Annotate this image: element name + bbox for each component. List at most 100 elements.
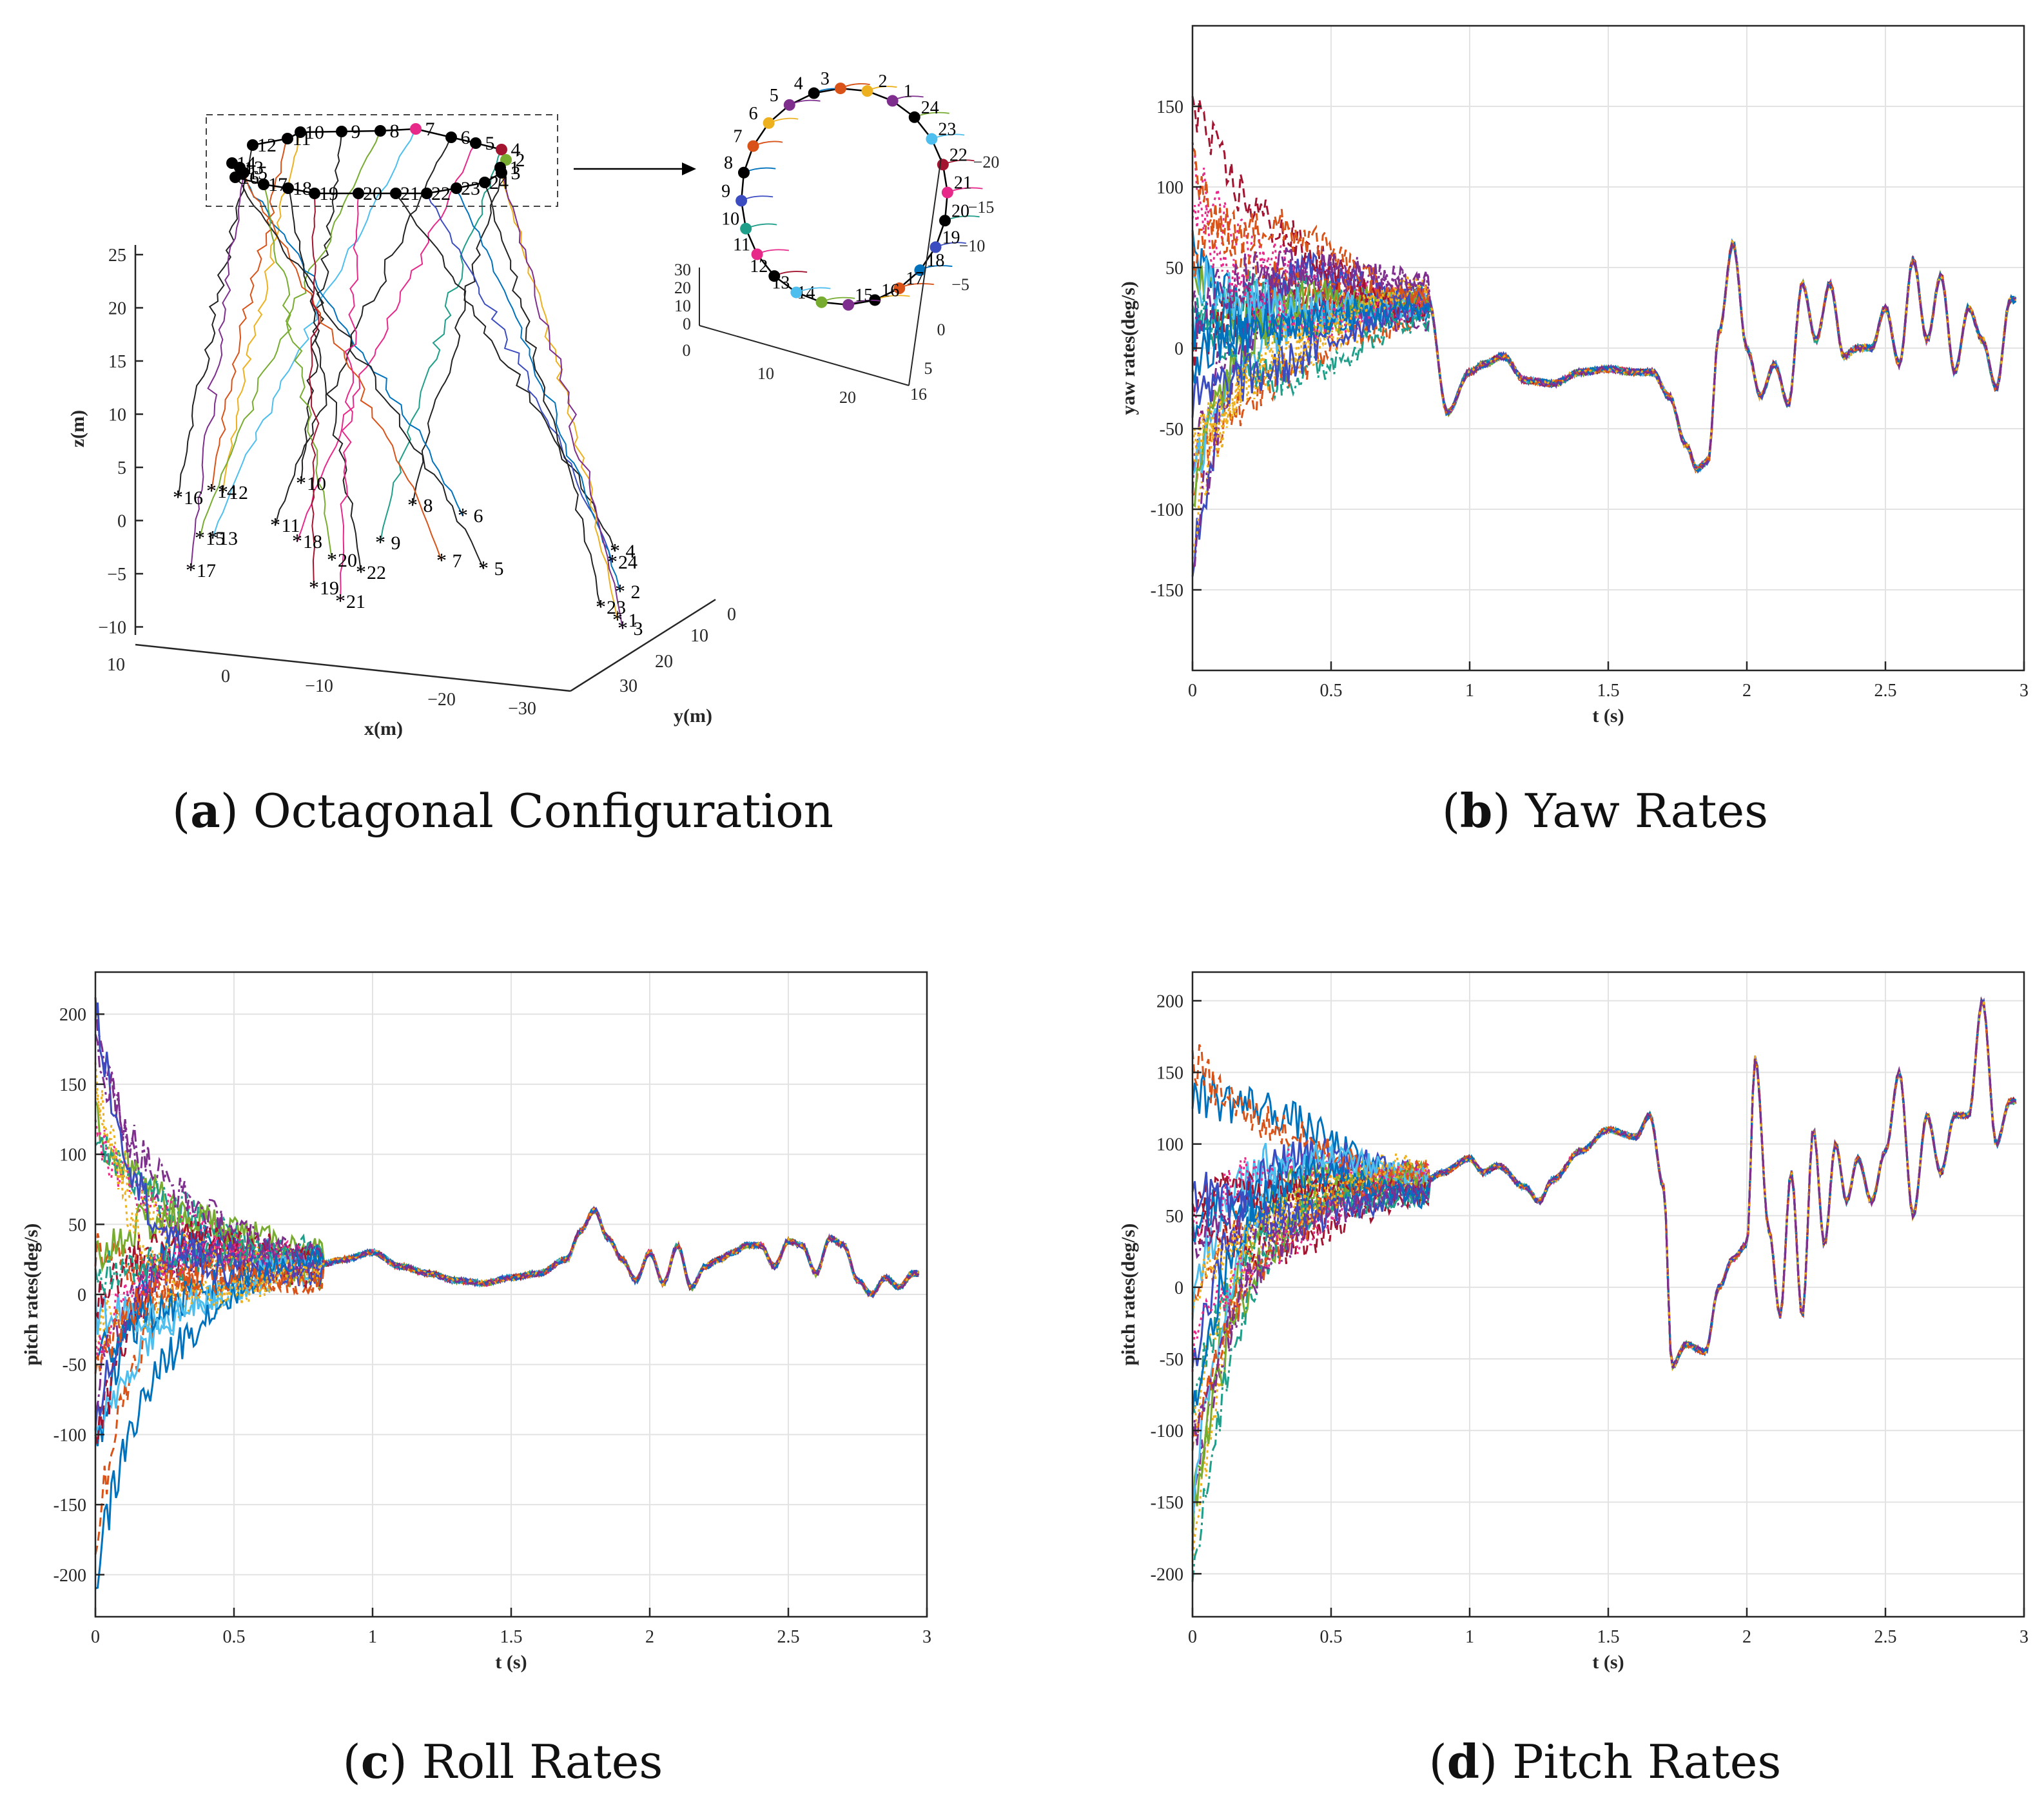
- start-marker: *: [607, 550, 618, 573]
- inset-y-tick-label: −15: [968, 198, 995, 217]
- inset-marker: [751, 248, 763, 260]
- yaw-plot: 0 0.5 1 1.5 2 2.5 3 150 100 50 0 -50 -100 -150 t (s) ya…: [1118, 24, 2029, 727]
- inset-z-tick-label: 0: [683, 315, 691, 333]
- inset-marker: [737, 166, 750, 179]
- roll-series-line-8: [94, 1119, 920, 1296]
- trajectory-lines: [177, 127, 623, 629]
- y-tick-label: 0: [727, 605, 736, 625]
- start-marker: *: [618, 616, 628, 639]
- yaw-xtick-label: 1.5: [1597, 681, 1620, 701]
- y-axis-line: [570, 598, 716, 692]
- start-marker: *: [218, 480, 228, 503]
- pitch-xtick-label: 3: [2020, 1627, 2029, 1647]
- start-label: 3: [634, 618, 643, 639]
- start-marker: *: [292, 529, 302, 552]
- yaw-ytick-label: 50: [1165, 258, 1183, 278]
- pitch-ytick-label: 100: [1156, 1135, 1183, 1155]
- formation-end-marker: [421, 188, 433, 199]
- start-label: 2: [631, 581, 641, 603]
- start-label: 17: [197, 560, 216, 581]
- inset-label: 7: [733, 127, 742, 147]
- roll-series-line-23: [94, 1084, 919, 1309]
- yaw-ytick-label: -100: [1151, 500, 1183, 520]
- zoom-region-box: [206, 114, 558, 207]
- formation-end-label: 7: [425, 119, 435, 140]
- formation-end-marker: [282, 182, 294, 194]
- yaw-xtick-label: 1: [1465, 681, 1474, 701]
- pitch-series-line-11: [1191, 1000, 2017, 1369]
- inset-label: 2: [878, 72, 887, 92]
- z-tick-label: 0: [117, 512, 126, 532]
- inset-label: 5: [770, 86, 779, 106]
- start-label: 4: [626, 541, 636, 562]
- roll-ytick-label: -200: [54, 1566, 86, 1586]
- trajectory-line-23: [501, 171, 618, 621]
- inset-y-tick-label: 5: [924, 359, 933, 378]
- formation-end-marker: [390, 188, 402, 199]
- caption-b-letter: b: [1460, 783, 1493, 838]
- trajectory-line-6: [212, 127, 416, 539]
- caption-d-letter: d: [1446, 1734, 1480, 1789]
- z-tick-label: −10: [98, 618, 126, 638]
- y-tick-label: 30: [619, 676, 638, 696]
- inset-y-tick-label: −5: [951, 275, 969, 294]
- inset-3d-view: 4 3 2 1242322212019181716151413121110987653…: [674, 69, 999, 407]
- formation-end-marker: [247, 139, 258, 151]
- pitch-series-line-5: [1191, 1000, 2016, 1533]
- caption-c-text: Roll Rates: [422, 1735, 663, 1789]
- y-tick-label: 10: [690, 626, 708, 646]
- inset-marker: [834, 83, 846, 95]
- roll-series-group: [94, 997, 920, 1590]
- panel-d-pitch-rates: 0 0.5 1 1.5 2 2.5 3 200 150 100 50 0 -50 -100 -150 -200…: [1083, 954, 2044, 1715]
- start-label: 8: [423, 495, 433, 516]
- pitch-series-line-4: [1191, 997, 2016, 1551]
- formation-end-label: 5: [485, 133, 495, 154]
- caption-b-text: Yaw Rates: [1525, 784, 1769, 838]
- start-marker: *: [195, 526, 205, 549]
- inset-marker: [768, 270, 781, 282]
- pitch-series-line-16: [1191, 997, 2017, 1524]
- start-label: 16: [184, 487, 203, 509]
- trajectory-line-18: [340, 194, 359, 602]
- inset-label: 17: [906, 269, 924, 289]
- roll-plot: 0 0.5 1 1.5 2 2.5 3 200 150 100 50 0 -50 -100 -150 -200…: [21, 971, 931, 1673]
- inset-label: 16: [881, 280, 899, 300]
- roll-ytick-label: 100: [59, 1146, 86, 1165]
- inset-marker: [939, 215, 951, 227]
- x-axis-label: x(m): [364, 718, 403, 739]
- formation-end-label: 12: [257, 135, 277, 156]
- pitch-ytick-label: -100: [1151, 1421, 1183, 1441]
- formation-end-marker: [494, 162, 506, 173]
- inset-label: 18: [926, 251, 944, 271]
- yaw-series-line-23: [1191, 239, 2016, 471]
- inset-marker: [740, 222, 752, 235]
- pitch-xtick-label: 0: [1188, 1627, 1197, 1647]
- inset-marker: [747, 140, 759, 152]
- roll-xtick-label: 0: [91, 1627, 100, 1647]
- inset-label: 1: [904, 81, 913, 101]
- inset-label: 24: [921, 98, 939, 118]
- x-tick-label: −10: [305, 676, 333, 696]
- x-axis-line: [135, 643, 571, 692]
- inset-y-tick-label: −10: [959, 237, 986, 255]
- roll-xtick-label: 1: [368, 1627, 377, 1647]
- start-label: 9: [391, 532, 401, 554]
- pitch-xtick-label: 2.5: [1874, 1627, 1897, 1647]
- roll-ytick-label: -100: [54, 1425, 86, 1445]
- pitch-series-line-3: [1191, 1000, 2017, 1563]
- roll-ylabel: pitch rates(deg/s): [21, 1224, 42, 1366]
- inset-z-tick-label: 30: [674, 260, 691, 279]
- inset-x-tick-label: 10: [757, 364, 774, 383]
- pitch-ytick-label: 0: [1174, 1278, 1183, 1298]
- formation-end-label: 3: [511, 162, 521, 184]
- trajectory-line-10: [412, 158, 507, 506]
- start-marker: *: [478, 556, 489, 580]
- yaw-xtick-label: 0.5: [1320, 681, 1343, 701]
- trajectory-line-21: [456, 190, 621, 592]
- inset-label: 4: [794, 74, 803, 94]
- yaw-ytick-label: 150: [1156, 97, 1183, 117]
- start-label: 13: [219, 528, 238, 549]
- start-marker: *: [206, 479, 217, 502]
- trajectory-line-12: [239, 168, 442, 561]
- yaw-ytick-label: -50: [1160, 420, 1183, 440]
